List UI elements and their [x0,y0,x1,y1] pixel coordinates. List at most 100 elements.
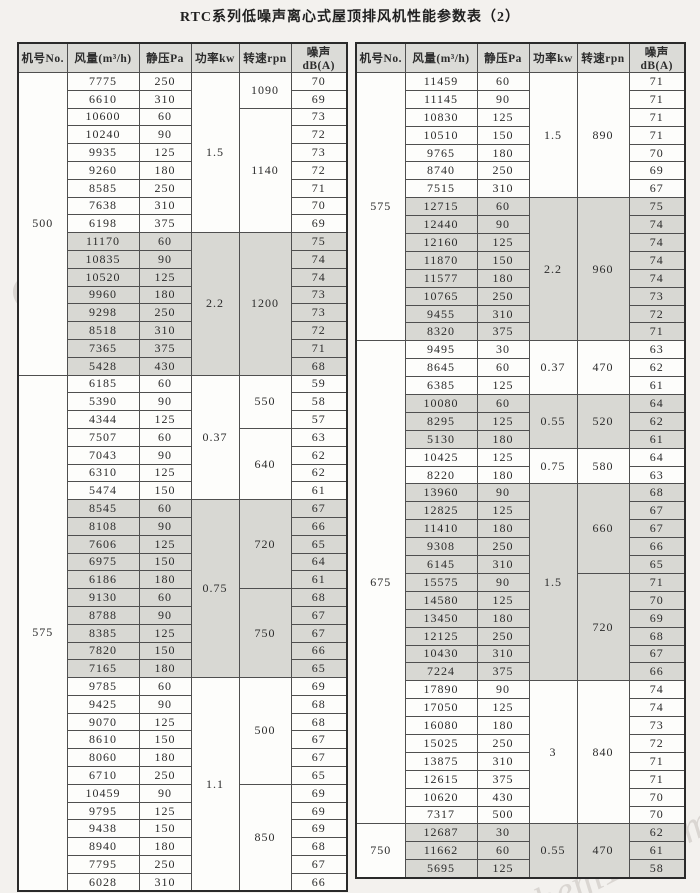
airflow-cell: 5428 [66,356,140,376]
speed-cell: 500 [238,677,292,785]
noise-cell: 74 [628,268,686,288]
pressure-cell: 60 [138,232,192,251]
speed-cell: 840 [576,680,630,825]
table-row: 750 12687 30 0.55 470 62 [355,823,686,879]
airflow-cell: 4344 [66,410,140,429]
noise-cell: 64 [628,394,686,413]
col-header-3: 功率kw [190,42,240,73]
power-cell: 0.75 [528,447,578,485]
airflow-cell: 8060 [66,748,140,768]
table-row: 8740 250 69 [356,161,686,181]
table-row: 11145 90 71 [356,89,686,109]
pressure-cell: 375 [138,214,192,234]
table-row: 6145 310 65 [356,555,686,574]
noise-cell: 70 [628,805,686,825]
pressure-cell: 310 [138,321,192,340]
pressure-cell: 180 [476,716,530,735]
pressure-cell: 180 [476,429,530,449]
table-row: 7043 90 62 [18,445,348,465]
airflow-cell: 5390 [66,392,140,412]
col-header-4: 转速rpn [576,42,630,73]
airflow-cell: 9308 [404,537,478,557]
power-cell: 1.5 [528,483,578,682]
power-cell: 0.55 [528,823,578,879]
pressure-cell: 250 [138,72,192,91]
table-row: 15575 90 720 71 [356,572,686,682]
pressure-cell: 125 [138,534,192,554]
table-row: 8295 125 62 [356,411,686,431]
header-row: 机号No. 风量(m³/h) 静压Pa 功率kw 转速rpn 噪声dB(A) [355,42,686,73]
noise-cell: 67 [290,748,348,768]
table-row: 575 11459 60 1.5 890 71 [355,71,686,342]
table-row: 7795 250 67 [18,855,348,874]
noise-cell: 67 [628,179,686,199]
pressure-cell: 180 [476,268,530,288]
pressure-cell: 375 [476,662,530,682]
noise-cell: 69 [290,783,348,803]
airflow-cell: 12160 [404,233,478,252]
noise-cell: 74 [628,215,686,235]
pressure-cell: 150 [138,552,192,572]
table-row: 15025 250 72 [356,733,686,753]
speed-cell: 1140 [238,107,292,234]
noise-cell: 68 [290,694,348,714]
speed-cell: 850 [238,783,292,892]
table-row: 9438 150 69 [18,819,348,839]
table-row: 9130 60 750 68 [18,588,348,679]
pressure-cell: 310 [476,644,530,664]
noise-cell: 67 [628,519,686,539]
table-row: 6028 310 66 [18,872,348,892]
airflow-cell: 8740 [404,161,478,181]
pressure-cell: 180 [138,570,192,590]
noise-cell: 74 [628,698,686,718]
noise-cell: 68 [290,588,348,607]
pressure-cell: 60 [138,677,192,696]
pressure-cell: 125 [476,590,530,610]
airflow-cell: 10240 [66,125,140,145]
table-row: 10459 90 850 69 [18,783,348,892]
airflow-cell: 7606 [66,534,140,554]
noise-cell: 65 [290,534,348,554]
airflow-cell: 7224 [404,662,478,682]
airflow-cell: 5695 [404,859,478,879]
airflow-cell: 8545 [66,499,140,518]
airflow-cell: 11410 [404,519,478,539]
noise-cell: 73 [290,143,348,162]
airflow-cell: 5130 [404,429,478,449]
pressure-cell: 310 [138,89,192,109]
power-cell: 3 [528,680,578,825]
airflow-cell: 9438 [66,819,140,839]
table-row: 7365 375 71 [18,338,348,358]
airflow-cell: 10830 [404,107,478,127]
noise-cell: 68 [628,626,686,646]
table-row: 500 7775 250 1.5 1090 70 [17,71,348,376]
noise-cell: 64 [290,552,348,572]
pressure-cell: 180 [138,748,192,768]
airflow-cell: 10430 [404,644,478,664]
table-row: 4344 125 57 [18,410,348,429]
airflow-cell: 11662 [404,841,478,861]
table-row: 8060 180 67 [18,748,348,768]
noise-cell: 61 [628,429,686,449]
airflow-cell: 8108 [66,516,140,536]
table-row: 10520 125 74 [18,267,348,287]
pressure-cell: 60 [476,394,530,413]
airflow-cell: 9935 [66,143,140,162]
pressure-cell: 150 [138,730,192,750]
noise-cell: 70 [628,143,686,163]
airflow-cell: 5474 [66,481,140,501]
pressure-cell: 500 [476,805,530,825]
noise-cell: 73 [628,716,686,735]
pressure-cell: 90 [476,483,530,503]
noise-cell: 73 [290,285,348,305]
power-cell: 2.2 [528,197,578,342]
airflow-cell: 15575 [404,572,478,592]
col-header-1: 风量(m³/h) [404,42,478,73]
table-row: 12715 60 2.2 960 75 [356,197,686,342]
speed-cell: 750 [238,588,292,679]
table-row: 9935 125 73 [18,143,348,162]
table-row: 5130 180 61 [356,429,686,449]
pressure-cell: 150 [138,819,192,839]
table-row: 9308 250 66 [356,537,686,557]
table-row: 7820 150 66 [18,641,348,661]
